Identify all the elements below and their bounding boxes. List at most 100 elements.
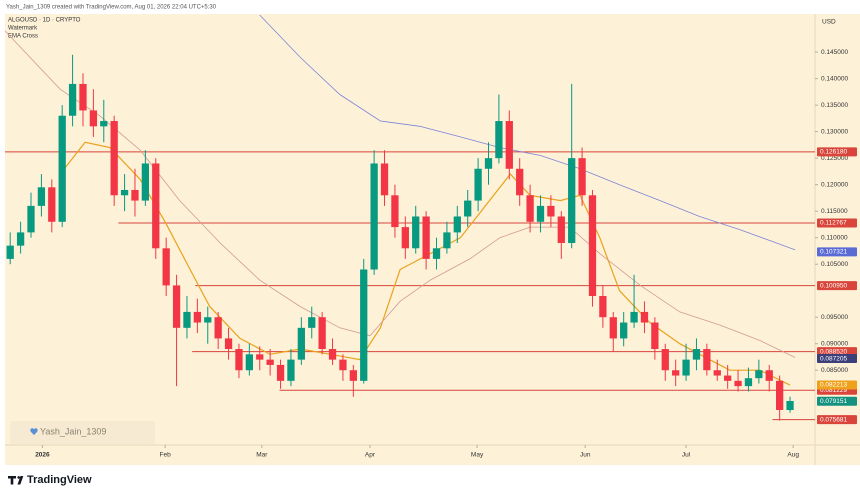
- x-tick-label: Apr: [365, 452, 376, 459]
- x-tick-label: Jun: [580, 452, 591, 459]
- price-tag-label: 0.087205: [820, 355, 847, 362]
- legend-indicator: EMA Cross: [8, 34, 38, 40]
- level-tag-label: 0.075681: [820, 416, 847, 423]
- x-tick-label: Feb: [160, 452, 172, 459]
- candle-body: [547, 205, 555, 217]
- candle-body: [328, 349, 337, 360]
- price-tag: [817, 247, 857, 257]
- candle-body: [484, 158, 493, 169]
- ema-line: [259, 14, 796, 251]
- candle-body: [401, 227, 409, 249]
- candle-body: [79, 83, 87, 111]
- chart-background: [5, 14, 860, 465]
- logo-icon: [8, 476, 24, 485]
- candle-body: [620, 322, 628, 339]
- candle-body: [349, 370, 357, 381]
- candle-body: [297, 327, 305, 360]
- candle-body: [339, 359, 347, 371]
- y-tick-label: 0.090000: [821, 340, 848, 347]
- price-tag: [817, 396, 857, 406]
- x-tick-label: Jul: [682, 452, 691, 459]
- candle-body: [172, 285, 181, 328]
- candle-body: [235, 349, 243, 371]
- price-tag-label: 0.107321: [820, 249, 847, 256]
- level-tag: [817, 347, 857, 357]
- candle-body: [131, 189, 139, 201]
- candle-body: [744, 378, 753, 387]
- candle-body: [266, 359, 274, 365]
- currency-label: USD: [822, 19, 836, 26]
- candle-body: [516, 168, 524, 196]
- tradingview-logo: [8, 476, 24, 485]
- y-tick-label: 0.145000: [821, 49, 848, 56]
- candle-body: [443, 232, 451, 249]
- footer-brand: TradingView: [27, 474, 92, 486]
- candle-body: [370, 163, 378, 270]
- level-tag: [817, 281, 857, 291]
- candle-body: [120, 189, 129, 196]
- candle-body: [713, 370, 721, 376]
- header: Yash_Jain_1309 created with TradingView.…: [6, 5, 217, 11]
- candle-body: [412, 216, 420, 249]
- y-tick-label: 0.105000: [821, 261, 848, 268]
- candle-body: [214, 317, 222, 339]
- candle-body: [682, 359, 690, 376]
- candle-body: [287, 359, 295, 381]
- candle-body: [672, 370, 680, 376]
- candle-body: [48, 187, 56, 222]
- candle-body: [734, 380, 742, 387]
- candle-body: [453, 216, 461, 233]
- candle-body: [432, 248, 441, 259]
- candle-body: [58, 115, 66, 222]
- candle-body: [578, 158, 586, 196]
- candle-body: [536, 205, 545, 222]
- candle-body: [152, 163, 160, 249]
- candle-body: [110, 121, 118, 196]
- x-tick-label: 2026: [35, 452, 50, 459]
- level-tag: [817, 415, 857, 425]
- watermark-box: [10, 421, 155, 444]
- candle-body: [162, 248, 170, 286]
- candle-body: [224, 338, 233, 350]
- legend-indicator: Watermark: [8, 26, 38, 32]
- candle-body: [724, 375, 732, 381]
- candle-body: [256, 354, 264, 360]
- candle-body: [89, 110, 98, 127]
- level-tag: [817, 218, 857, 228]
- candle-body: [474, 168, 482, 201]
- candle-body: [27, 205, 35, 233]
- legend-symbol: ALGOUSD · 1D · CRYPTO: [8, 18, 81, 24]
- heart-icon: [30, 428, 38, 435]
- y-tick-label: 0.130000: [821, 128, 848, 135]
- candle-body: [557, 216, 565, 243]
- candle-body: [630, 311, 638, 323]
- y-tick-label: 0.095000: [821, 314, 848, 321]
- level-tag: [817, 147, 857, 157]
- x-tick-label: Mar: [256, 452, 268, 459]
- y-tick-label: 0.120000: [821, 181, 848, 188]
- candle-body: [526, 195, 534, 222]
- candle-body: [755, 370, 763, 379]
- y-tick-label: 0.125000: [821, 155, 848, 162]
- price-tag-label: 0.079151: [820, 398, 847, 405]
- candle-body: [703, 349, 711, 371]
- candle-body: [776, 380, 784, 411]
- candle-body: [765, 370, 773, 381]
- candle-body: [651, 322, 659, 350]
- candle-body: [16, 232, 25, 246]
- candle-body: [464, 200, 472, 217]
- y-tick-label: 0.085000: [821, 367, 848, 374]
- candle-body: [422, 216, 430, 259]
- candle-body: [100, 121, 108, 127]
- price-tag: [817, 380, 857, 390]
- candle-body: [141, 163, 150, 201]
- candle-body: [68, 83, 77, 116]
- candle-body: [37, 187, 46, 206]
- candle-body: [183, 311, 191, 328]
- candle-body: [391, 195, 399, 228]
- candle-body: [640, 311, 649, 323]
- level-tag-label: 0.088520: [820, 348, 847, 355]
- candle-body: [193, 311, 202, 323]
- candle-body: [318, 317, 326, 350]
